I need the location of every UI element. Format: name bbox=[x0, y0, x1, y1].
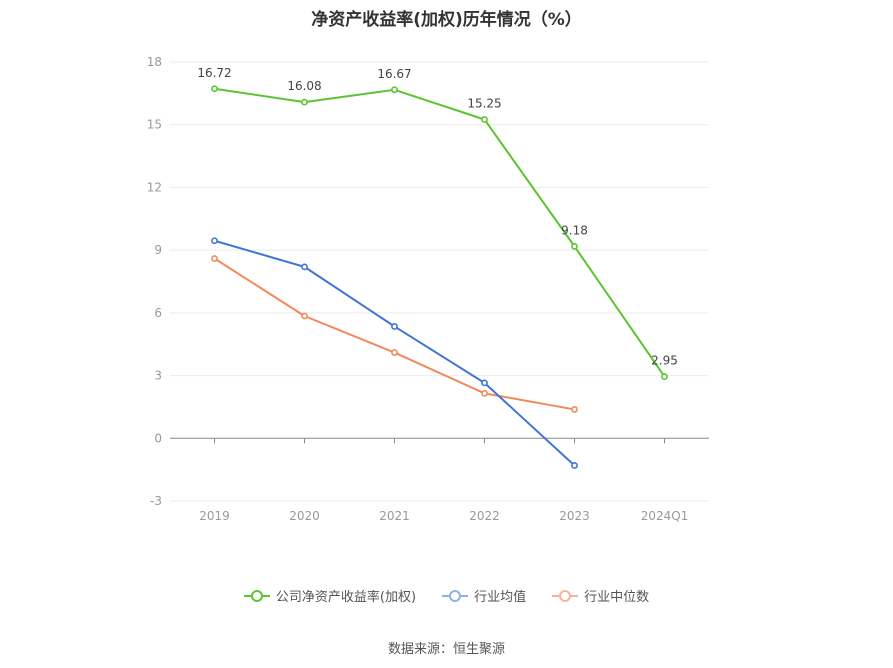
x-tick-label: 2023 bbox=[559, 509, 590, 523]
x-tick-label: 2022 bbox=[469, 509, 500, 523]
legend-circle bbox=[250, 589, 263, 602]
data-point bbox=[571, 462, 578, 469]
y-tick-label: 9 bbox=[154, 243, 162, 257]
data-point bbox=[211, 255, 218, 262]
data-label: 15.25 bbox=[467, 96, 501, 110]
data-point bbox=[571, 242, 578, 250]
data-point bbox=[391, 86, 398, 94]
data-point bbox=[301, 263, 308, 271]
y-tick-label: 6 bbox=[154, 306, 162, 320]
y-tick-label: 12 bbox=[147, 180, 162, 194]
data-point bbox=[481, 379, 488, 387]
data-label: 16.67 bbox=[377, 67, 411, 81]
data-point bbox=[211, 237, 218, 245]
y-tick-label: 3 bbox=[154, 369, 162, 383]
series-line-2 bbox=[213, 257, 575, 411]
legend-label: 公司净资产收益率(加权) bbox=[275, 590, 417, 605]
data-point bbox=[571, 406, 578, 413]
legend-circle bbox=[559, 589, 572, 602]
data-label: 16.72 bbox=[197, 66, 231, 80]
data-point bbox=[301, 98, 308, 106]
x-tick-label: 2021 bbox=[379, 509, 410, 523]
legend-label: 行业均值 bbox=[474, 590, 527, 605]
data-point bbox=[661, 373, 668, 381]
data-source: 数据来源：恒生聚源 bbox=[387, 642, 505, 657]
data-point bbox=[301, 312, 308, 320]
x-tick-label: 2019 bbox=[199, 509, 230, 523]
data-label: 9.18 bbox=[561, 223, 588, 237]
legend-marker-icon bbox=[243, 589, 270, 603]
data-point bbox=[211, 85, 218, 93]
legend-item-industry-mean[interactable]: 行业均值 bbox=[442, 586, 526, 605]
x-tick-label: 2024Q1 bbox=[641, 509, 689, 523]
y-tick-label: 18 bbox=[147, 55, 162, 69]
legend: 公司净资产收益率(加权) 行业均值 行业中位数 bbox=[0, 586, 893, 605]
y-tick-label: -3 bbox=[150, 494, 162, 508]
legend-label: 行业中位数 bbox=[584, 590, 650, 605]
legend-item-industry-median[interactable]: 行业中位数 bbox=[552, 586, 649, 605]
y-tick-label: 15 bbox=[147, 118, 162, 132]
y-tick-label: 0 bbox=[154, 431, 162, 445]
data-point bbox=[481, 116, 488, 123]
legend-marker-icon bbox=[442, 589, 469, 603]
legend-circle bbox=[449, 589, 462, 602]
series-line-0 bbox=[214, 87, 666, 378]
data-point bbox=[481, 389, 488, 397]
legend-marker-icon bbox=[552, 589, 579, 603]
x-tick-label: 2020 bbox=[289, 509, 320, 523]
data-label: 2.95 bbox=[651, 354, 678, 368]
data-label: 16.08 bbox=[287, 79, 321, 93]
data-point bbox=[391, 349, 398, 356]
chart-title: 净资产收益率(加权)历年情况（%） bbox=[311, 10, 582, 30]
legend-item-company[interactable]: 公司净资产收益率(加权) bbox=[243, 586, 417, 605]
data-point bbox=[391, 323, 398, 330]
